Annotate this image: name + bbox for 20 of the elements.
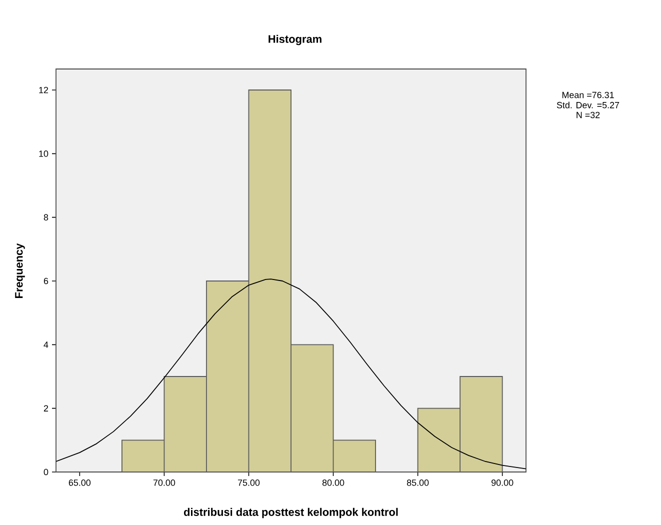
y-axis-title: Frequency [15,243,25,298]
line-series [56,278,526,470]
chart-title: Histogram [268,34,322,46]
y-tick-label: 2 [44,405,48,412]
y-tick-label: 0 [44,468,48,476]
x-tick-label: 85.00 [406,480,429,486]
y-tick-label: 4 [44,342,48,348]
x-tick-label: 80.00 [322,480,344,486]
text: Mean =76.31 [562,92,614,98]
y-tick-label: 12 [39,86,48,94]
y-tick-label: 10 [39,150,48,157]
text: N =32 [576,112,600,118]
y-tick-label: 6 [44,278,48,284]
x-axis-title: distribusi data posttest kelompok kontrol [184,508,398,518]
x-tick-label: 65.00 [68,480,91,486]
x-tick-label: 90.00 [492,480,514,486]
x-tick-label: 70.00 [153,480,176,486]
x-tick-label: 75.00 [238,480,260,486]
y-tick-label: 8 [44,214,48,221]
text: Std. Dev. =5.27 [556,102,620,108]
